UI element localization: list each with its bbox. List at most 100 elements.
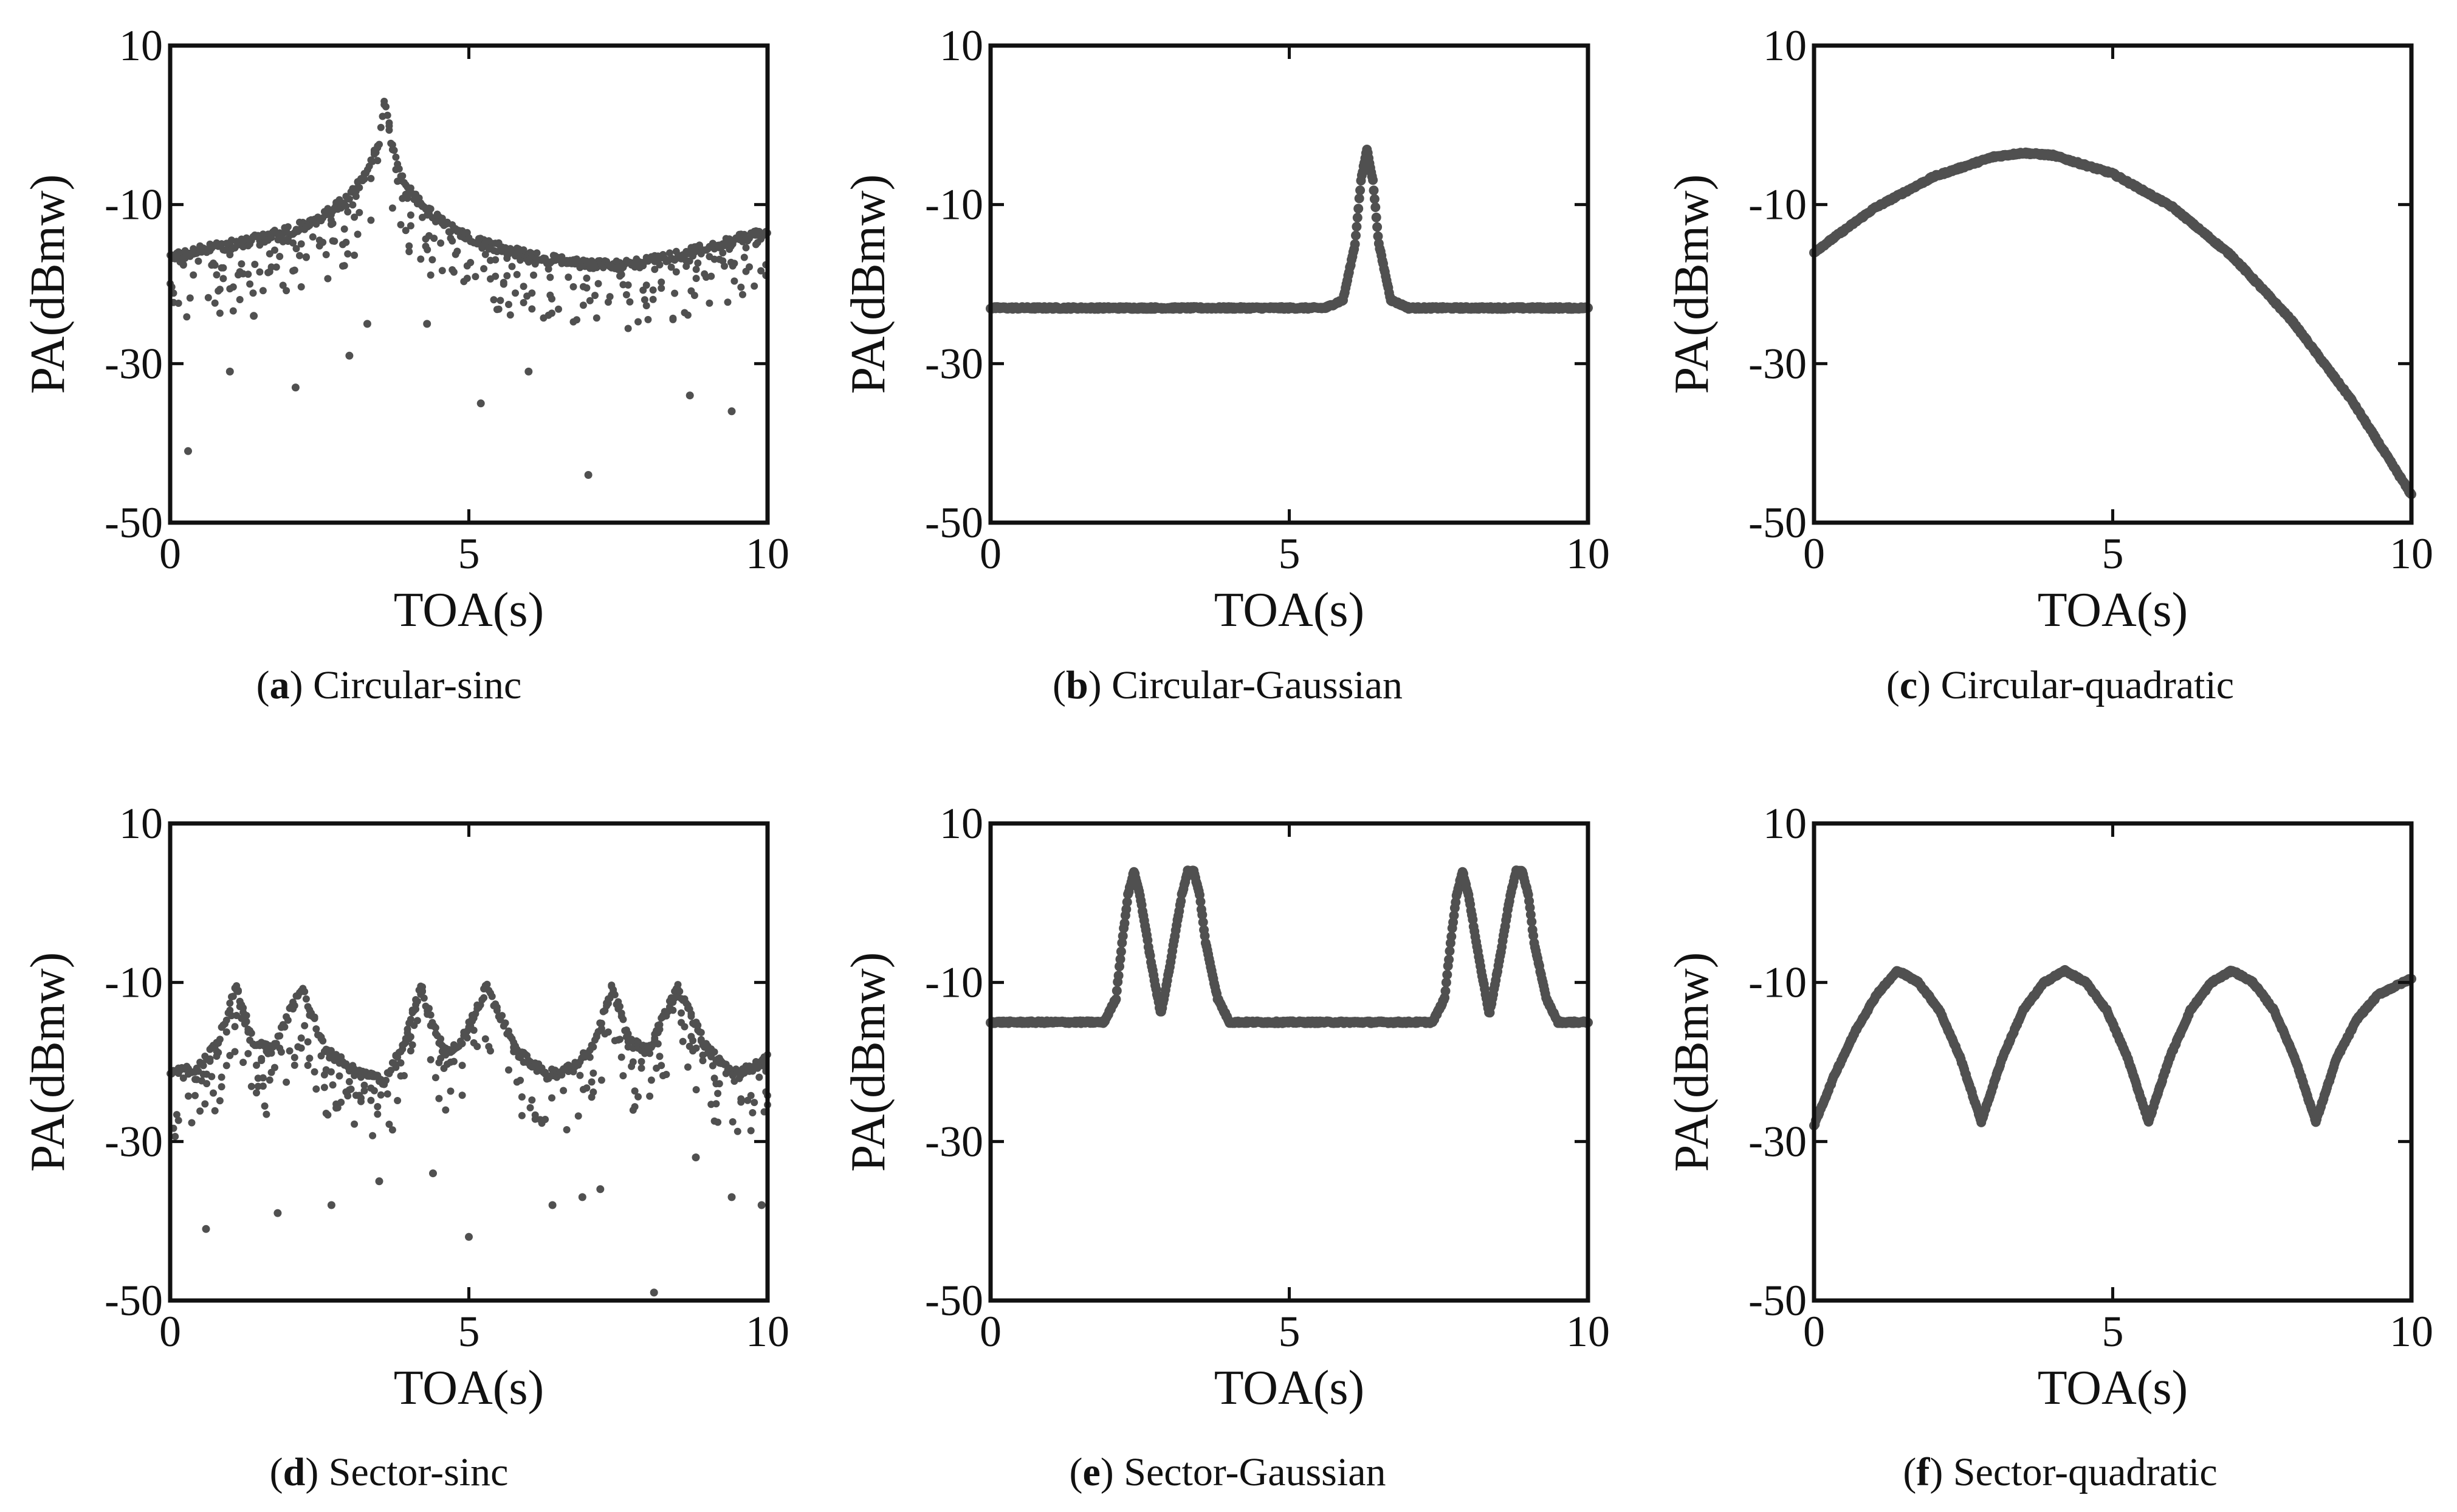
data-point — [573, 316, 580, 324]
data-point — [1368, 175, 1378, 185]
data-point — [558, 1071, 566, 1079]
data-point — [331, 237, 338, 245]
data-point — [266, 250, 273, 258]
data-point — [319, 1037, 327, 1045]
data-point — [594, 280, 602, 287]
data-point — [746, 263, 753, 271]
data-point — [290, 1054, 298, 1062]
data-point — [428, 256, 436, 264]
data-point — [356, 208, 363, 216]
x-tick-label: 10 — [2390, 1307, 2433, 1356]
data-point — [517, 1076, 524, 1084]
data-point — [676, 988, 684, 995]
data-point — [374, 157, 382, 165]
data-point — [1441, 977, 1451, 988]
data-point — [672, 268, 680, 276]
outlier-point — [692, 1153, 700, 1161]
data-point — [208, 1073, 216, 1081]
data-point — [320, 1084, 328, 1091]
data-series — [986, 145, 1593, 314]
data-point — [408, 1041, 416, 1049]
y-tick-label: 10 — [1763, 799, 1807, 848]
data-point — [649, 286, 657, 294]
data-point — [1112, 986, 1122, 996]
data-series — [167, 980, 771, 1297]
data-point — [611, 991, 619, 998]
data-point — [279, 281, 287, 289]
data-point — [624, 325, 632, 332]
data-point — [1119, 918, 1130, 929]
data-point — [555, 305, 562, 313]
data-point — [709, 1062, 716, 1070]
data-point — [302, 253, 310, 261]
data-point — [344, 208, 352, 216]
data-point — [312, 1025, 320, 1033]
data-point — [699, 1057, 707, 1065]
data-point — [734, 1127, 741, 1135]
data-point — [714, 1118, 722, 1126]
data-point — [377, 1091, 385, 1099]
y-axis-label: PA(dBmw) — [1665, 174, 1719, 394]
y-tick-label: -30 — [925, 339, 983, 388]
data-point — [174, 300, 182, 307]
data-point — [481, 250, 489, 258]
data-point — [493, 1003, 501, 1011]
data-point — [351, 213, 359, 221]
data-point — [174, 1116, 182, 1124]
data-point — [480, 265, 488, 273]
x-tick-label: 10 — [746, 529, 789, 578]
data-point — [658, 1062, 665, 1070]
outlier-point — [375, 1177, 383, 1186]
chart-e: -50 -30 -10 10 0 5 10 TOA(s) PA(dBmw) — [842, 799, 1610, 1415]
data-point — [458, 1091, 466, 1099]
data-point — [1352, 222, 1362, 232]
data-point — [597, 1076, 605, 1084]
data-point — [239, 1059, 247, 1067]
data-point — [563, 1126, 571, 1133]
x-tick-label: 0 — [159, 1307, 181, 1356]
data-point — [490, 296, 498, 304]
data-point — [183, 313, 191, 321]
data-point — [548, 309, 555, 317]
outlier-point — [423, 320, 431, 328]
data-point — [236, 296, 244, 303]
data-point — [604, 298, 612, 306]
data-point — [383, 111, 391, 119]
data-point — [1352, 213, 1363, 223]
outlier-point — [727, 1193, 736, 1201]
data-point — [589, 1043, 597, 1051]
data-point — [284, 223, 292, 231]
data-point — [329, 1081, 337, 1089]
data-point — [283, 287, 290, 295]
x-tick-label: 10 — [746, 1307, 789, 1356]
data-point — [302, 995, 310, 1003]
y-tick-label: 10 — [119, 799, 163, 848]
outlier-point — [584, 471, 593, 479]
caption-title: Circular-sinc — [313, 663, 522, 707]
data-point — [211, 299, 219, 307]
data-point — [402, 227, 410, 235]
data-point — [583, 284, 591, 292]
data-point — [751, 1099, 758, 1107]
data-point — [204, 294, 212, 301]
caption-b: (b) Circular-Gaussian — [1052, 663, 1403, 707]
data-point — [1116, 946, 1126, 957]
chart-c: -50 -30 -10 10 0 5 10 TOA(s) PA(dBmw) — [1665, 21, 2433, 637]
data-point — [283, 1078, 290, 1086]
data-point — [337, 1098, 345, 1106]
data-point — [185, 1092, 192, 1100]
outlier-point — [327, 1201, 335, 1209]
data-point — [392, 153, 400, 161]
y-tick-label: -50 — [1748, 498, 1807, 547]
data-point — [196, 1107, 204, 1115]
data-point — [526, 1104, 534, 1112]
data-point — [751, 282, 758, 290]
data-point — [1113, 971, 1124, 981]
data-point — [589, 1069, 597, 1077]
data-point — [658, 278, 665, 286]
data-point — [311, 1014, 318, 1022]
data-point — [427, 271, 435, 279]
data-series — [986, 865, 1593, 1028]
y-axis-label: PA(dBmw) — [21, 174, 75, 394]
data-point — [367, 216, 375, 224]
